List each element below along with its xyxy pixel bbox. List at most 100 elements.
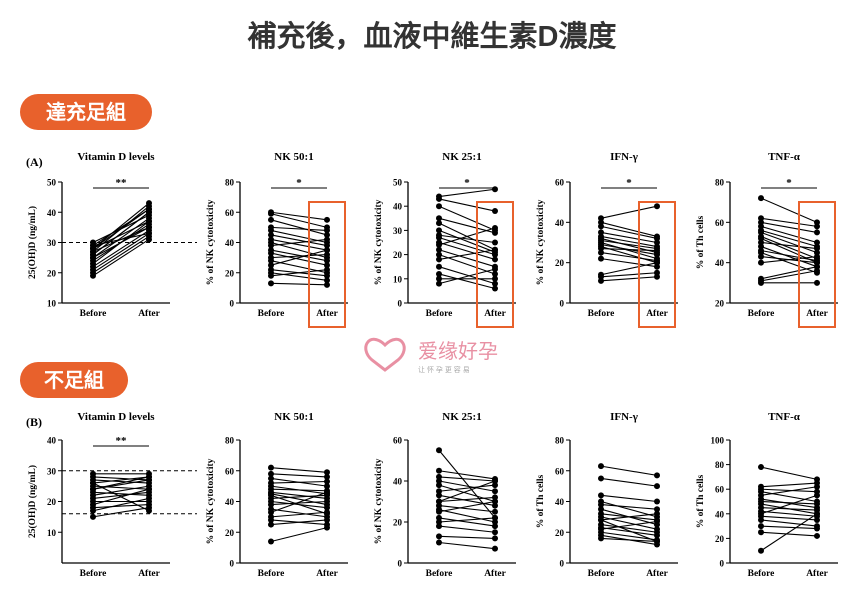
point <box>814 223 820 230</box>
y-tick-label: 60 <box>393 436 403 446</box>
point <box>758 464 764 471</box>
point <box>324 236 330 243</box>
point <box>598 255 604 262</box>
point <box>90 513 96 520</box>
subject-line <box>270 254 328 259</box>
subject-line <box>92 235 150 274</box>
x-tick-label: Before <box>588 309 615 319</box>
subject-line <box>438 229 496 253</box>
point <box>758 253 764 260</box>
subject-line <box>760 466 818 480</box>
y-tick-label: 60 <box>715 485 725 495</box>
subject-line <box>760 250 818 262</box>
point <box>90 272 96 279</box>
subject-line <box>600 225 658 240</box>
subject-line <box>760 235 818 260</box>
subject-line <box>270 491 328 513</box>
y-tick-label: 40 <box>393 202 403 212</box>
point <box>654 498 660 505</box>
subject-line <box>600 537 658 543</box>
point <box>654 273 660 280</box>
point <box>436 492 442 499</box>
point <box>492 270 498 277</box>
x-tick-label: After <box>806 309 828 319</box>
chart-title: IFN-γ <box>610 411 638 423</box>
point <box>324 216 330 223</box>
subject-line <box>760 231 818 254</box>
point <box>654 506 660 513</box>
point <box>758 516 764 523</box>
x-tick-label: Before <box>748 309 775 319</box>
point <box>268 509 274 516</box>
point <box>758 195 764 202</box>
subject-line <box>760 531 818 537</box>
subject-line <box>270 282 328 286</box>
subject-line <box>270 511 328 518</box>
point <box>436 523 442 530</box>
y-axis-label: 25(OH)D (ng/mL) <box>27 465 38 538</box>
subject-line <box>438 517 496 523</box>
point <box>436 220 442 227</box>
subject-line <box>438 525 496 533</box>
point <box>146 230 152 237</box>
point <box>90 254 96 261</box>
subject-line <box>438 480 496 492</box>
point <box>654 518 660 525</box>
chart-title: TNF-α <box>768 411 801 423</box>
subject-line <box>760 197 818 223</box>
subject-line <box>760 241 818 250</box>
significance-label: * <box>786 177 792 189</box>
subject-line <box>270 226 328 231</box>
subject-line <box>438 484 496 492</box>
point <box>268 501 274 508</box>
subject-line <box>600 252 658 262</box>
subject-line <box>760 500 818 505</box>
point <box>324 281 330 288</box>
point <box>268 257 274 264</box>
subject-line <box>438 535 496 539</box>
y-tick-label: 20 <box>225 528 235 538</box>
section-label: 達充足組 <box>46 100 126 124</box>
highlight-box <box>308 201 346 328</box>
y-tick-label: 60 <box>225 466 235 476</box>
y-tick-label: 20 <box>47 268 57 278</box>
point <box>492 502 498 509</box>
point <box>814 279 820 286</box>
subject-line <box>760 494 818 515</box>
y-tick-label: 30 <box>393 226 403 236</box>
point <box>598 249 604 256</box>
point <box>814 500 820 507</box>
point <box>598 463 604 470</box>
subject-line <box>438 476 496 482</box>
point <box>268 475 274 482</box>
chart-title: TNF-α <box>768 151 801 163</box>
y-tick-label: 60 <box>555 178 565 188</box>
point <box>598 516 604 523</box>
y-axis-label: % of NK cytotoxicity <box>374 199 384 285</box>
point <box>598 506 604 513</box>
chart-title: NK 25:1 <box>442 151 481 163</box>
y-tick-label: 50 <box>393 178 403 188</box>
subject-line <box>760 488 818 493</box>
point <box>436 275 442 282</box>
point <box>90 260 96 267</box>
point <box>146 473 152 480</box>
y-tick-label: 40 <box>555 497 565 507</box>
point <box>436 467 442 474</box>
x-tick-label: After <box>138 309 160 319</box>
y-axis-label: % of NK cytotoxicity <box>206 199 216 285</box>
subject-line <box>438 237 496 256</box>
point <box>758 523 764 530</box>
point <box>814 483 820 490</box>
x-tick-label: After <box>484 569 506 579</box>
y-tick-label: 80 <box>715 178 725 188</box>
point <box>268 216 274 223</box>
point <box>654 203 660 210</box>
point <box>492 229 498 236</box>
point <box>492 246 498 253</box>
point <box>758 529 764 536</box>
subject-line <box>438 241 496 260</box>
subject-line <box>270 519 328 526</box>
point <box>492 224 498 231</box>
subject-line <box>760 246 818 268</box>
